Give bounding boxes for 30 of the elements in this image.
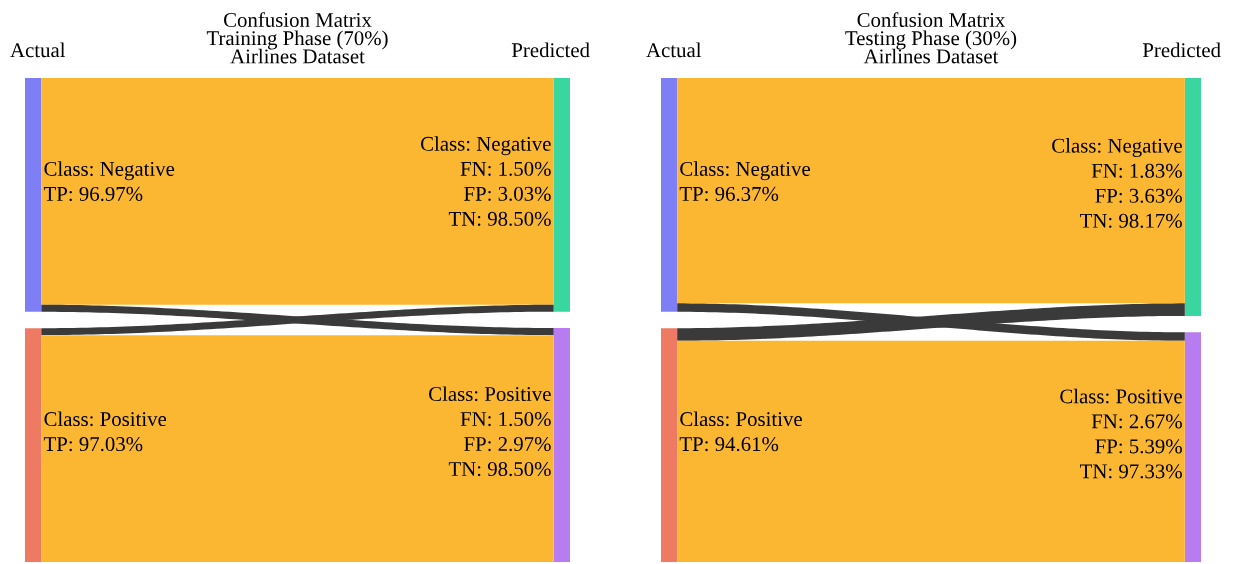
text: TN: 98.50%	[448, 461, 551, 477]
data-label: TP: 94.61%	[679, 437, 779, 452]
data-label: TP: 96.97%	[43, 186, 143, 202]
category-label: Class: Negative	[680, 161, 810, 181]
data-label: FP: 2.97%	[464, 436, 551, 452]
category-label: Class: Positive	[44, 411, 167, 427]
data-label: FP: 3.63%	[1095, 188, 1182, 203]
text: FN: 1.50%	[460, 161, 551, 176]
text: TN: 98.17%	[1080, 213, 1182, 228]
data-label: TP: 97.03%	[43, 437, 143, 452]
text: TN: 98.50%	[448, 211, 551, 226]
text: Predicted	[511, 42, 590, 58]
text: TN: 97.33%	[1080, 464, 1182, 479]
category-label: Class: Negative	[44, 161, 175, 181]
data-label: TP: 96.37%	[679, 186, 779, 202]
text: FN: 1.50%	[460, 411, 551, 427]
data-label: FP: 5.39%	[1095, 439, 1182, 454]
category-label: Class: Negative	[420, 136, 551, 156]
category-label: Class: Positive	[680, 411, 802, 427]
text: Confusion Matrix Testing Phase (30%) Airlines Dataset	[845, 12, 1017, 64]
text: Confusion Matrix Training Phase (70%) Airlines Dataset	[206, 12, 388, 64]
category-label: Class: Positive	[1060, 388, 1182, 404]
text: Actual	[646, 42, 702, 58]
data-label: FP: 3.03%	[464, 186, 551, 201]
text: FN: 1.83%	[1091, 163, 1182, 178]
text: Actual	[10, 42, 66, 58]
text: FN: 2.67%	[1091, 414, 1182, 429]
category-label: Class: Negative	[1052, 138, 1182, 158]
category-label: Class: Positive	[429, 386, 551, 402]
text: Predicted	[1142, 42, 1221, 58]
